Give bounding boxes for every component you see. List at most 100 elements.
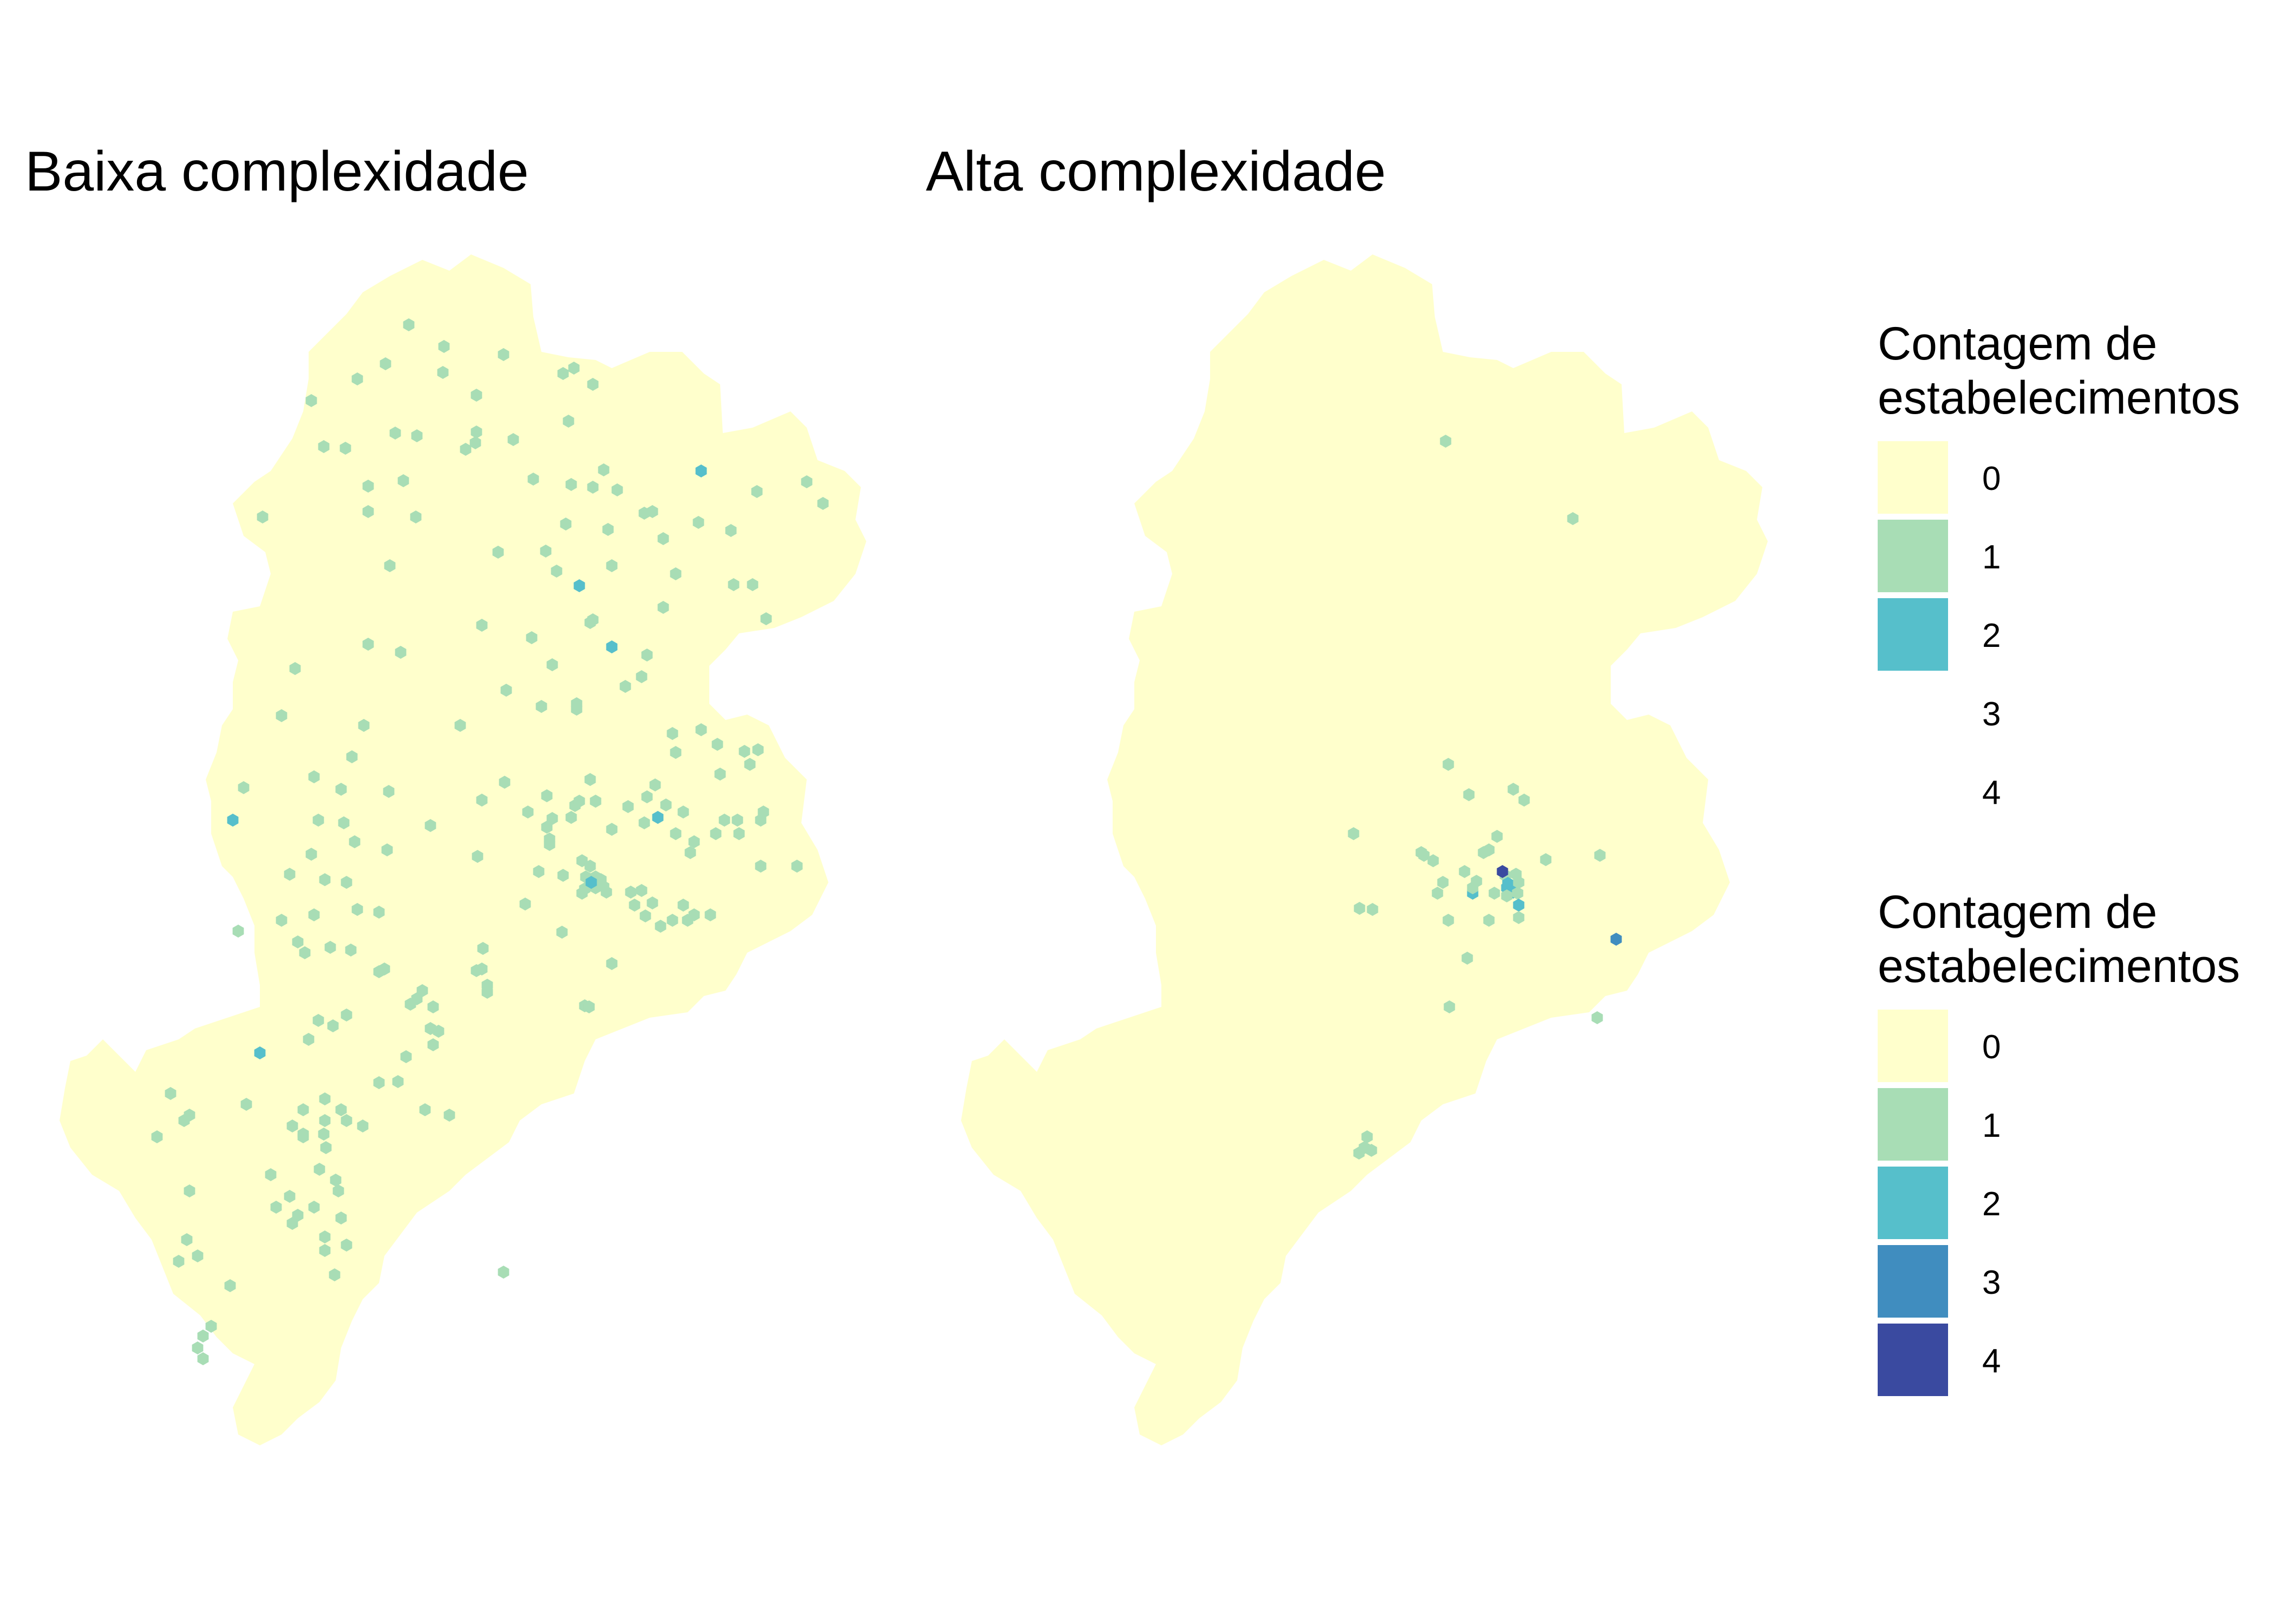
hex-cell — [565, 478, 577, 491]
hex-cell — [257, 510, 269, 523]
hex-cell — [373, 1076, 385, 1089]
hex-cell — [731, 814, 743, 827]
hex-cell — [319, 1092, 331, 1105]
hex-cell — [427, 1000, 439, 1013]
hex-cell — [752, 743, 764, 756]
hex-cell — [303, 1033, 315, 1046]
hex-cell — [481, 986, 493, 999]
hex-cell — [568, 362, 580, 375]
hex-cell — [670, 567, 682, 580]
hex-cell — [373, 906, 385, 919]
hex-cell — [636, 670, 648, 683]
legend-swatch — [1878, 1167, 1948, 1239]
hex-cell — [718, 814, 730, 827]
hex-cell — [546, 658, 558, 671]
hex-cell — [472, 850, 483, 863]
hex-cell — [533, 865, 545, 878]
legend-title-line1: Contagem de — [1878, 318, 2158, 370]
hex-cell — [345, 944, 357, 957]
hex-cell — [622, 800, 634, 813]
hex-cell — [362, 480, 374, 493]
hex-cell — [1513, 911, 1525, 924]
hex-cell — [1501, 889, 1513, 902]
legend-label: 3 — [1982, 1264, 2001, 1301]
hex-cell — [587, 481, 599, 494]
hex-cell — [1463, 788, 1475, 801]
hex-cell — [606, 823, 618, 836]
hex-cell — [710, 827, 722, 840]
hex-cell — [791, 860, 803, 873]
hex-cell — [739, 745, 750, 758]
map-alta-complexidade — [961, 254, 1768, 1445]
hex-cell — [232, 925, 244, 938]
hex-cell — [1488, 887, 1500, 900]
hex-cell — [424, 819, 436, 832]
hex-cell — [563, 415, 574, 428]
hex-cell — [625, 886, 637, 899]
hex-cell — [384, 559, 396, 572]
hex-cell — [329, 1268, 341, 1281]
hex-cell — [476, 794, 488, 807]
hex-cell — [312, 1014, 324, 1027]
hex-cell — [636, 884, 648, 897]
hex-cell — [670, 746, 682, 759]
hex-cell — [638, 507, 650, 520]
hex-cell — [507, 433, 519, 446]
legend-label: 1 — [1982, 1107, 2001, 1144]
hex-cell — [657, 601, 669, 614]
hex-cell — [587, 613, 599, 626]
hex-cell — [639, 909, 651, 922]
hex-cell — [299, 946, 311, 959]
hex-cell — [338, 816, 350, 829]
hex-cell — [297, 1103, 309, 1116]
legend-item: 0 — [1878, 439, 2240, 518]
hexbin-cells-baixa — [151, 318, 829, 1365]
legend-label: 0 — [1982, 460, 2001, 497]
hex-cell — [469, 436, 481, 449]
hex-cell — [544, 838, 556, 851]
hex-cell — [585, 876, 597, 889]
legend-item: 2 — [1878, 596, 2240, 675]
hex-cell — [583, 1000, 595, 1013]
hex-cell — [292, 935, 304, 948]
hex-cell — [522, 806, 534, 818]
hex-cell — [319, 1230, 331, 1243]
hex-cell — [660, 798, 672, 811]
hex-cell — [438, 340, 450, 353]
hex-cell — [1478, 846, 1489, 859]
panel-title-baixa: Baixa complexidade — [25, 140, 529, 203]
hex-cell — [755, 860, 767, 873]
legend-swatch — [1878, 1245, 1948, 1318]
hex-cell — [151, 1130, 163, 1143]
hex-cell — [1443, 1000, 1455, 1013]
hex-cell — [757, 806, 769, 818]
hex-cell — [677, 806, 689, 818]
legend-swatch — [1878, 441, 1948, 514]
hex-cell — [526, 631, 538, 644]
hex-cell — [224, 1279, 236, 1292]
hex-cell — [184, 1184, 195, 1197]
hex-cell — [341, 1114, 352, 1127]
hex-cell — [1507, 783, 1519, 796]
hex-cell — [332, 1184, 344, 1197]
hex-cell — [460, 443, 472, 456]
legend-title-line2: estabelecimentos — [1878, 372, 2240, 424]
hex-cell — [590, 795, 602, 808]
hex-cell — [197, 1352, 209, 1365]
hex-cell — [351, 903, 363, 916]
legend-label: 2 — [1982, 617, 2001, 654]
hex-cell — [725, 524, 737, 537]
hex-cell — [711, 738, 723, 751]
hex-cell — [1591, 1011, 1603, 1024]
hex-cell — [383, 785, 395, 798]
hex-cell — [319, 1244, 331, 1257]
hex-cell — [1518, 794, 1530, 807]
legend-item: 4 — [1878, 753, 2240, 831]
hex-cell — [319, 1114, 331, 1127]
hex-cell — [573, 795, 585, 808]
hex-cell — [1442, 914, 1454, 927]
hex-cell — [308, 770, 320, 783]
hex-cell — [606, 559, 618, 572]
legend-title-line2: estabelecimentos — [1878, 940, 2240, 992]
hex-cell — [587, 378, 599, 391]
